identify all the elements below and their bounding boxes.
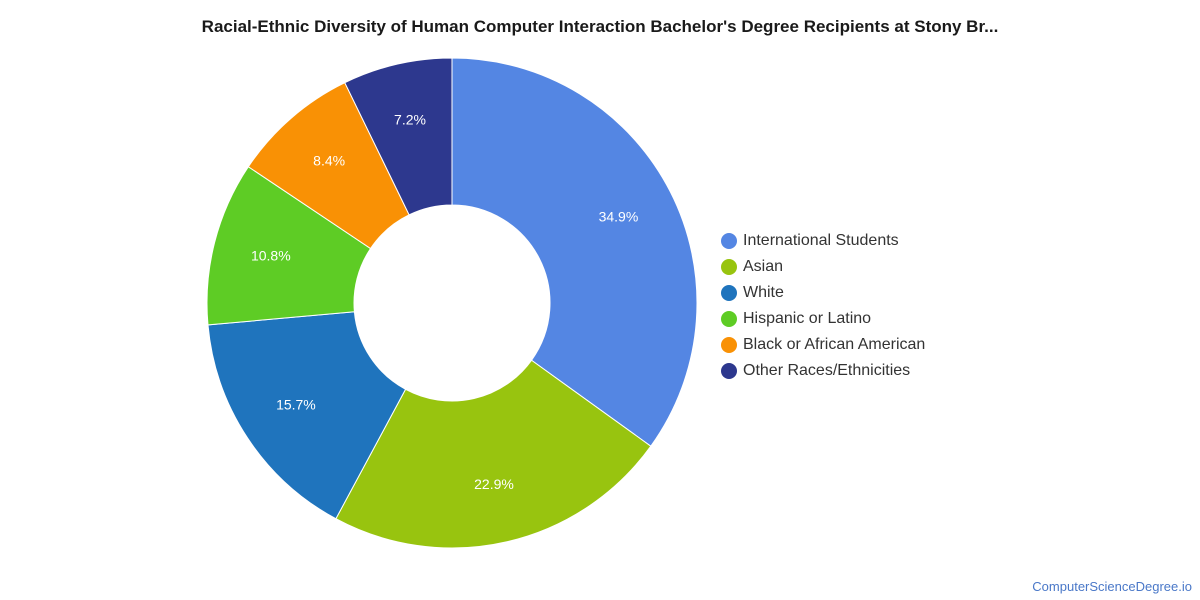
slice-value-label: 22.9%	[474, 476, 514, 492]
slice-value-label: 8.4%	[313, 153, 345, 169]
legend-item-white[interactable]: White	[721, 280, 925, 306]
legend-label: International Students	[743, 232, 899, 249]
slice-value-label: 15.7%	[276, 397, 316, 413]
chart-title: Racial-Ethnic Diversity of Human Compute…	[201, 17, 999, 36]
legend-item-asian[interactable]: Asian	[721, 254, 925, 280]
legend-item-hispanic-or-latino[interactable]: Hispanic or Latino	[721, 306, 925, 332]
legend-label: Asian	[743, 258, 784, 275]
slice-labels: 34.9% 22.9% 15.7% 10.8% 8.4% 7.2%	[251, 111, 638, 491]
legend-label: Hispanic or Latino	[743, 310, 872, 327]
slice-value-label: 34.9%	[599, 208, 639, 224]
slice-value-label: 7.2%	[394, 111, 426, 127]
legend-marker	[721, 337, 737, 353]
slice-other-races-ethnicities[interactable]	[344, 57, 453, 216]
slice-value-label: 10.8%	[251, 247, 291, 263]
legend-marker	[721, 285, 737, 301]
legend-label: White	[743, 284, 784, 301]
donut-slices	[206, 57, 698, 549]
legend-label: Black or African American	[743, 336, 926, 353]
legend-item-international-students[interactable]: International Students	[721, 228, 925, 254]
slice-asian[interactable]	[335, 359, 652, 549]
legend-marker	[721, 259, 737, 275]
legend-marker	[721, 311, 737, 327]
slice-white[interactable]	[207, 311, 407, 520]
chart-legend: International Students Asian White Hispa…	[721, 228, 925, 384]
legend-marker	[721, 233, 737, 249]
legend-item-other-races-ethnicities[interactable]: Other Races/Ethnicities	[721, 358, 925, 384]
legend-label: Other Races/Ethnicities	[743, 362, 911, 379]
legend-item-black-or-african-american[interactable]: Black or African American	[721, 332, 925, 358]
source-credit-link[interactable]: ComputerScienceDegree.io	[1032, 579, 1192, 594]
slice-international-students[interactable]	[451, 57, 698, 447]
legend-marker	[721, 363, 737, 379]
